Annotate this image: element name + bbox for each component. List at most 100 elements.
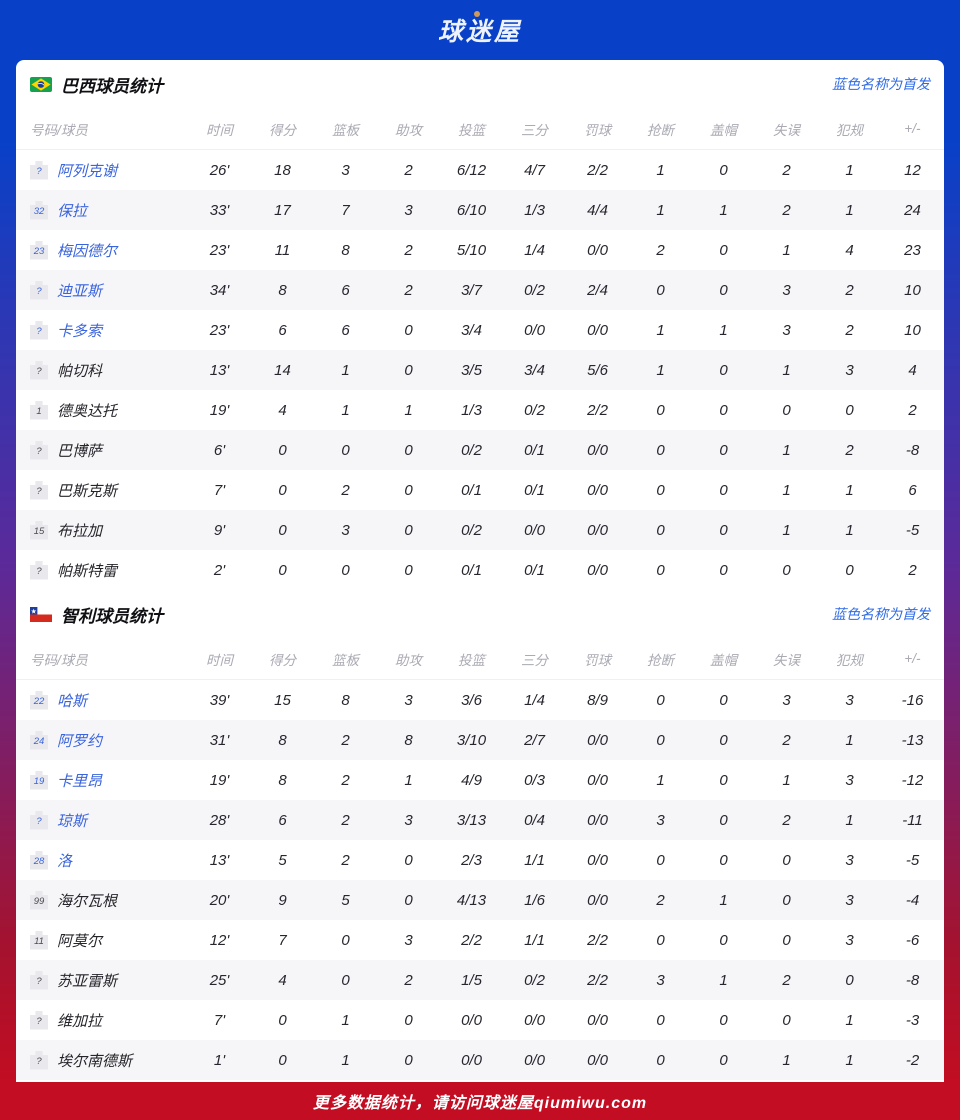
table-row: ? 卡多索 23' 6 6 0 3/4 0/0 0/0 1 1 3 2 10: [16, 310, 944, 350]
stat-cell: 1: [341, 1011, 350, 1029]
column-header: 投篮: [458, 122, 485, 138]
stat-cell: 0: [719, 811, 728, 829]
stat-cell: -5: [905, 521, 920, 539]
stat-cell: 3: [782, 691, 791, 709]
table-row: 19 卡里昂 19' 8 2 1 4/9 0/3 0/0 1 0 1 3 -12: [16, 760, 944, 800]
stat-cell: 0/1: [524, 441, 545, 459]
stat-cell: 12': [209, 931, 230, 949]
player-name-link[interactable]: 阿罗约: [57, 732, 103, 750]
stat-cell: 0: [404, 361, 413, 379]
stat-cell: 0/2: [524, 401, 545, 419]
stat-cell: 1: [782, 481, 791, 499]
stat-cell: 1: [845, 1051, 854, 1069]
column-header: 犯规: [836, 122, 863, 138]
stat-cell: 7: [278, 931, 287, 949]
stat-cell: 2: [656, 241, 665, 259]
site-logo-text: 球迷屋: [437, 18, 522, 46]
player-cell: 24 阿罗约: [16, 730, 188, 751]
stat-cell: 0: [845, 971, 854, 989]
stat-cell: 2: [404, 161, 413, 179]
stat-cell: 1: [656, 321, 665, 339]
stat-cell: 2/4: [587, 281, 608, 299]
column-header: 抢断: [647, 652, 674, 668]
stat-cell: 31': [209, 731, 230, 749]
column-header: 得分: [269, 122, 296, 138]
stat-cell: 2: [782, 971, 791, 989]
table-row: 1 德奥达托 19' 4 1 1 1/3 0/2 2/2 0 0 0 0 2: [16, 390, 944, 430]
stat-cell: 2: [341, 851, 350, 869]
stat-cell: 6: [341, 321, 350, 339]
stat-cell: 1/4: [524, 241, 545, 259]
column-header: 失误: [773, 652, 800, 668]
stat-cell: 2: [782, 731, 791, 749]
player-name-link[interactable]: 琼斯: [57, 812, 88, 830]
section-header-chile: 智利球员统计 蓝色名称为首发: [16, 590, 944, 638]
stat-cell: 2: [404, 971, 413, 989]
player-name-link[interactable]: 帕切科: [57, 362, 103, 380]
player-name-link[interactable]: 阿列克谢: [57, 162, 118, 180]
player-name-link[interactable]: 苏亚雷斯: [57, 972, 118, 990]
table-row: ? 埃尔南德斯 1' 0 1 0 0/0 0/0 0/0 0 0 1 1 -2: [16, 1040, 944, 1080]
player-cell: ? 阿列克谢: [16, 160, 188, 181]
player-name-link[interactable]: 帕斯特雷: [57, 562, 118, 580]
stat-cell: 1/1: [524, 931, 545, 949]
footer-text: 更多数据统计，请访问球迷屋qiumiwu.com: [312, 1095, 648, 1112]
stat-cell: 19': [209, 401, 230, 419]
starter-legend: 蓝色名称为首发: [832, 606, 930, 622]
stat-cell: 0: [341, 561, 350, 579]
player-name-link[interactable]: 卡多索: [57, 322, 103, 340]
stat-cell: 1/1: [524, 851, 545, 869]
stat-cell: 1: [845, 811, 854, 829]
stat-cell: 4/9: [461, 771, 482, 789]
stat-cell: 0/4: [524, 811, 545, 829]
stat-cell: 2/7: [524, 731, 545, 749]
player-name-link[interactable]: 迪亚斯: [57, 282, 103, 300]
stat-cell: 2/2: [587, 971, 608, 989]
stat-cell: 5/6: [587, 361, 608, 379]
stat-cell: 2: [341, 771, 350, 789]
stat-cell: 4/4: [587, 201, 608, 219]
jersey-number-badge: ?: [30, 970, 48, 990]
stat-cell: 3: [845, 851, 854, 869]
player-cell: 28 洛: [16, 850, 188, 871]
player-name-link[interactable]: 埃尔南德斯: [57, 1052, 133, 1070]
player-name-link[interactable]: 巴博萨: [57, 442, 103, 460]
stat-cell: 0/1: [524, 561, 545, 579]
player-name-link[interactable]: 保拉: [57, 202, 88, 220]
stat-cell: 0: [278, 1011, 287, 1029]
player-name-link[interactable]: 维加拉: [57, 1012, 103, 1030]
table-row: 28 洛 13' 5 2 0 2/3 1/1 0/0 0 0 0 3 -5: [16, 840, 944, 880]
stat-cell: 1/5: [461, 971, 482, 989]
player-name-link[interactable]: 哈斯: [57, 692, 88, 710]
stat-cell: 1: [404, 401, 413, 419]
player-name-link[interactable]: 阿莫尔: [57, 932, 103, 950]
stat-cell: 0: [656, 521, 665, 539]
stat-cell: 0/0: [587, 441, 608, 459]
player-name-link[interactable]: 布拉加: [57, 522, 103, 540]
stat-cell: 0: [782, 851, 791, 869]
stat-cell: 0/0: [587, 521, 608, 539]
table-row: ? 巴斯克斯 7' 0 2 0 0/1 0/1 0/0 0 0 1 1 6: [16, 470, 944, 510]
player-name-link[interactable]: 海尔瓦根: [57, 892, 118, 910]
stat-cell: 3: [845, 361, 854, 379]
stat-cell: 3: [845, 691, 854, 709]
player-name-link[interactable]: 卡里昂: [57, 772, 103, 790]
player-name-link[interactable]: 洛: [57, 852, 73, 870]
column-header: 失误: [773, 122, 800, 138]
stat-cell: 3: [656, 971, 665, 989]
table-row: ? 琼斯 28' 6 2 3 3/13 0/4 0/0 3 0 2 1 -11: [16, 800, 944, 840]
stat-cell: 1: [845, 481, 854, 499]
player-name-link[interactable]: 梅因德尔: [57, 242, 118, 260]
stat-cell: 0: [719, 691, 728, 709]
stat-cell: 0/3: [524, 771, 545, 789]
stat-cell: -8: [905, 971, 920, 989]
column-header: 三分: [521, 122, 548, 138]
stat-cell: 2: [908, 401, 917, 419]
stats-card: 巴西球员统计 蓝色名称为首发 号码/球员 时间 得分 篮板 助攻 投篮 三分 罚球 抢断 盖帽 失误…: [16, 60, 944, 1082]
player-name-link[interactable]: 德奥达托: [57, 402, 118, 420]
stat-cell: 9: [278, 891, 287, 909]
stat-cell: 1: [404, 771, 413, 789]
stat-cell: 3: [845, 891, 854, 909]
player-name-link[interactable]: 巴斯克斯: [57, 482, 118, 500]
jersey-number-badge: ?: [30, 1010, 48, 1030]
